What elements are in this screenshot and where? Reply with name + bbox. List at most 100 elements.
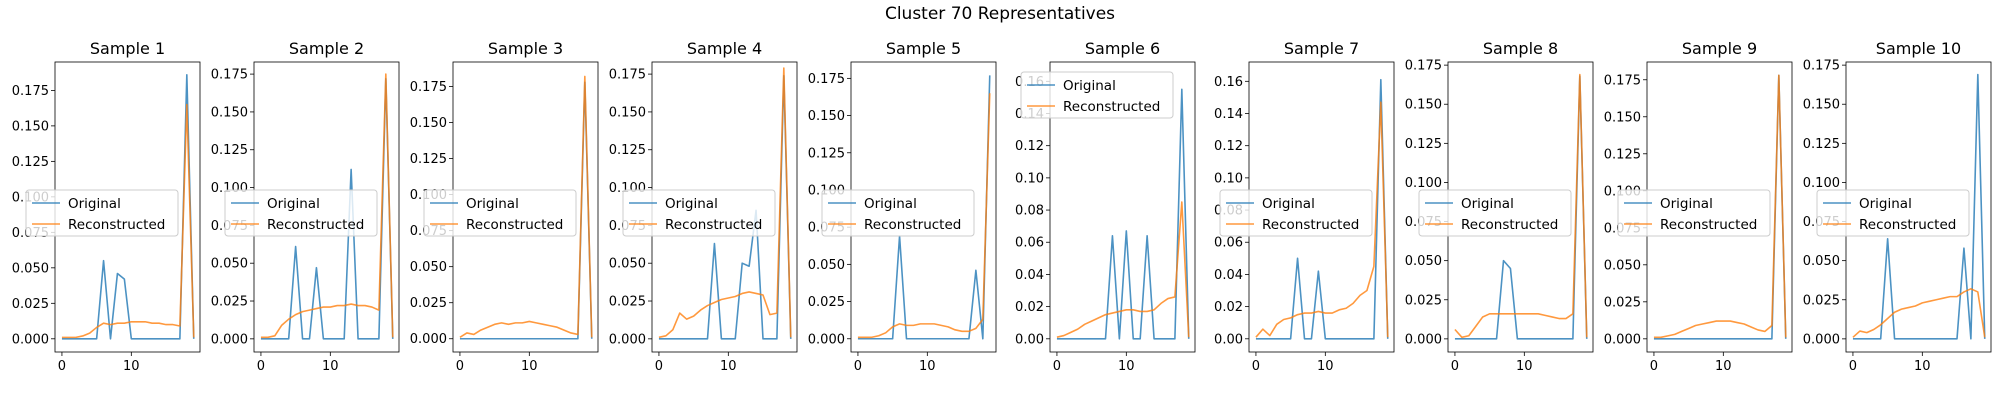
legend: Original Reconstructed bbox=[1020, 71, 1174, 119]
legend-label-original: Original bbox=[68, 196, 121, 212]
subplot-title: Sample 8 bbox=[1483, 39, 1558, 58]
legend-label-reconstructed: Reconstructed bbox=[1063, 99, 1160, 115]
x-tick-label: 10 bbox=[1516, 359, 1533, 374]
y-tick-label: 0.175 bbox=[1604, 73, 1641, 88]
y-tick-label: 0.000 bbox=[410, 332, 447, 347]
legend-box bbox=[423, 189, 577, 237]
series-reconstructed-line bbox=[658, 67, 792, 339]
series-reconstructed-line bbox=[1454, 73, 1588, 339]
y-tick-label: 0.125 bbox=[12, 155, 49, 170]
y-tick-label: 0.00 bbox=[1214, 332, 1243, 347]
x-tick-label: 10 bbox=[720, 359, 737, 374]
y-tick-label: 0.000 bbox=[1803, 332, 1840, 347]
legend: Original Reconstructed bbox=[1418, 189, 1572, 237]
y-tick-label: 0.125 bbox=[609, 143, 646, 158]
legend: Original Reconstructed bbox=[1816, 189, 1970, 237]
x-tick-label: 0 bbox=[1451, 359, 1459, 374]
y-tick-label: 0.14 bbox=[1214, 107, 1243, 122]
legend-label-original: Original bbox=[1461, 196, 1514, 212]
y-tick-label: 0.050 bbox=[808, 258, 845, 273]
series-reconstructed-line bbox=[61, 103, 195, 339]
legend: Original Reconstructed bbox=[224, 189, 378, 237]
x-tick-label: 0 bbox=[257, 359, 265, 374]
y-tick-label: 0.06 bbox=[1015, 236, 1044, 251]
subplot-6: Sample 60.000.020.040.060.080.100.120.14… bbox=[1015, 39, 1196, 374]
subplot-1: Sample 10.0000.0250.0500.0750.1000.1250.… bbox=[12, 39, 201, 374]
y-tick-label: 0.125 bbox=[211, 143, 248, 158]
legend-box bbox=[1219, 189, 1373, 237]
subplot-2: Sample 20.0000.0250.0500.0750.1000.1250.… bbox=[211, 39, 400, 374]
y-tick-label: 0.150 bbox=[609, 105, 646, 120]
y-tick-label: 0.125 bbox=[1405, 137, 1442, 152]
y-tick-label: 0.050 bbox=[1405, 254, 1442, 269]
y-tick-label: 0.06 bbox=[1214, 236, 1243, 251]
legend-label-reconstructed: Reconstructed bbox=[1461, 217, 1558, 233]
y-tick-label: 0.025 bbox=[1405, 293, 1442, 308]
y-tick-label: 0.050 bbox=[12, 261, 49, 276]
y-tick-label: 0.025 bbox=[609, 295, 646, 310]
legend-label-original: Original bbox=[665, 196, 718, 212]
y-tick-label: 0.100 bbox=[1405, 176, 1442, 191]
x-tick-label: 10 bbox=[1914, 359, 1931, 374]
subplot-5: Sample 50.0000.0250.0500.0750.1000.1250.… bbox=[808, 39, 997, 374]
x-tick-label: 10 bbox=[1317, 359, 1334, 374]
y-tick-label: 0.000 bbox=[12, 332, 49, 347]
y-tick-label: 0.08 bbox=[1015, 204, 1044, 219]
legend-box bbox=[25, 189, 179, 237]
legend-label-reconstructed: Reconstructed bbox=[665, 217, 762, 233]
y-tick-label: 0.150 bbox=[1604, 110, 1641, 125]
subplot-title: Sample 4 bbox=[687, 39, 762, 58]
legend-box bbox=[622, 189, 776, 237]
y-tick-label: 0.000 bbox=[609, 332, 646, 347]
legend: Original Reconstructed bbox=[1617, 189, 1771, 237]
subplot-title: Sample 1 bbox=[90, 39, 165, 58]
x-tick-label: 10 bbox=[1715, 359, 1732, 374]
series-original-line bbox=[1056, 88, 1190, 340]
subplot-3: Sample 30.0000.0250.0500.0750.1000.1250.… bbox=[410, 39, 599, 374]
y-tick-label: 0.050 bbox=[609, 257, 646, 272]
series-original-line bbox=[1852, 73, 1986, 340]
y-tick-label: 0.150 bbox=[12, 119, 49, 134]
legend-label-reconstructed: Reconstructed bbox=[1660, 217, 1757, 233]
y-tick-label: 0.150 bbox=[211, 105, 248, 120]
y-tick-label: 0.12 bbox=[1015, 139, 1044, 154]
legend-label-reconstructed: Reconstructed bbox=[864, 217, 961, 233]
subplot-title: Sample 7 bbox=[1284, 39, 1359, 58]
y-tick-label: 0.000 bbox=[1604, 332, 1641, 347]
y-tick-label: 0.04 bbox=[1214, 268, 1243, 283]
y-tick-label: 0.050 bbox=[1803, 254, 1840, 269]
legend-box bbox=[1816, 189, 1970, 237]
series-original-line bbox=[1255, 78, 1389, 340]
y-tick-label: 0.175 bbox=[609, 68, 646, 83]
x-tick-label: 10 bbox=[123, 359, 140, 374]
legend: Original Reconstructed bbox=[1219, 189, 1373, 237]
y-tick-label: 0.150 bbox=[1803, 98, 1840, 113]
y-tick-label: 0.150 bbox=[808, 109, 845, 124]
x-tick-label: 10 bbox=[521, 359, 538, 374]
legend-box bbox=[224, 189, 378, 237]
y-tick-label: 0.025 bbox=[211, 295, 248, 310]
series-original-line bbox=[857, 75, 991, 340]
y-tick-label: 0.125 bbox=[410, 152, 447, 167]
legend-label-reconstructed: Reconstructed bbox=[267, 217, 364, 233]
x-tick-label: 0 bbox=[1650, 359, 1658, 374]
y-tick-label: 0.04 bbox=[1015, 268, 1044, 283]
y-tick-label: 0.025 bbox=[1803, 293, 1840, 308]
axes-frame bbox=[1049, 61, 1196, 353]
y-tick-label: 0.000 bbox=[808, 332, 845, 347]
y-tick-label: 0.050 bbox=[410, 260, 447, 275]
y-tick-label: 0.050 bbox=[211, 257, 248, 272]
series-original-line bbox=[1653, 74, 1787, 340]
legend-label-reconstructed: Reconstructed bbox=[68, 217, 165, 233]
subplot-8: Sample 80.0000.0250.0500.0750.1000.1250.… bbox=[1405, 39, 1594, 374]
x-tick-label: 0 bbox=[1849, 359, 1857, 374]
legend-label-original: Original bbox=[1660, 196, 1713, 212]
series-reconstructed-line bbox=[857, 93, 991, 339]
y-tick-label: 0.10 bbox=[1214, 171, 1243, 186]
y-tick-label: 0.125 bbox=[1803, 137, 1840, 152]
subplot-title: Sample 10 bbox=[1876, 39, 1961, 58]
subplot-title: Sample 5 bbox=[886, 39, 961, 58]
y-tick-label: 0.150 bbox=[1405, 98, 1442, 113]
x-tick-label: 0 bbox=[456, 359, 464, 374]
